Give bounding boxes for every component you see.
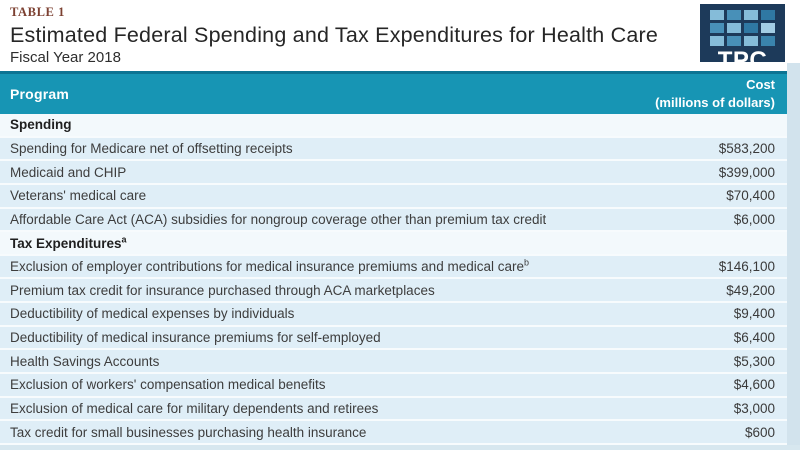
cost-value: $6,400 xyxy=(733,330,775,346)
page-subtitle: Fiscal Year 2018 xyxy=(10,49,121,66)
table-row: Exclusion of medical care for military d… xyxy=(0,397,787,422)
footnote-marker: b xyxy=(523,259,529,268)
page-edge-right xyxy=(787,63,800,450)
table-row: Exclusion of workers' compensation medic… xyxy=(0,374,787,398)
column-header-cost: Cost (millions of dollars) xyxy=(655,76,787,112)
cost-value: $3,000 xyxy=(733,401,775,416)
table-row: Deductibility of medical insurance premi… xyxy=(0,326,787,351)
program-label: Tax credit for small businesses purchasi… xyxy=(10,424,367,440)
table-body: Spending Spending for Medicare net of off… xyxy=(0,114,787,445)
column-header-cost-line2: (millions of dollars) xyxy=(655,95,775,110)
logo-grid-icon xyxy=(710,10,775,46)
logo-grid-square xyxy=(710,23,724,33)
logo-grid-square xyxy=(710,36,724,46)
section-header-row: Spending xyxy=(0,114,787,138)
page-edge-bottom xyxy=(0,445,800,450)
cost-value: $583,200 xyxy=(718,140,775,156)
logo-grid-square xyxy=(710,10,724,20)
table-row: Spending for Medicare net of offsetting … xyxy=(0,137,787,162)
logo-grid-square xyxy=(744,23,758,33)
program-label: Veterans' medical care xyxy=(10,188,147,204)
tpc-logo: TPC xyxy=(700,4,785,73)
cost-value: $9,400 xyxy=(733,306,775,322)
title-block: TABLE 1 Estimated Federal Spending and T… xyxy=(10,5,690,66)
cost-value: $70,400 xyxy=(726,188,775,204)
logo-grid-square xyxy=(744,10,758,20)
program-label: Exclusion of workers' compensation medic… xyxy=(10,377,326,393)
table-row: Exclusion of employer contributions for … xyxy=(0,255,787,280)
cost-value: $49,200 xyxy=(726,282,775,298)
cost-value: $146,100 xyxy=(718,259,775,275)
logo-grid-square xyxy=(761,36,775,46)
program-label: Health Savings Accounts xyxy=(10,353,160,369)
logo-grid-square xyxy=(761,23,775,33)
program-label: Spending for Medicare net of offsetting … xyxy=(10,140,293,156)
cost-value: $5,300 xyxy=(733,353,775,369)
logo-grid-square xyxy=(744,36,758,46)
table-header-row: Program Cost (millions of dollars) xyxy=(0,71,787,114)
table-row: Health Savings Accounts $5,300 xyxy=(0,350,787,375)
logo-grid-square xyxy=(727,36,741,46)
cost-value: $4,600 xyxy=(733,377,775,393)
program-label: Deductibility of medical expenses by ind… xyxy=(10,306,295,322)
program-label: Affordable Care Act (ACA) subsidies for … xyxy=(10,211,547,227)
logo-grid-square xyxy=(727,10,741,20)
column-header-program: Program xyxy=(10,86,69,102)
section-header-row: Tax Expendituresa xyxy=(0,232,787,256)
table-row: Tax credit for small businesses purchasi… xyxy=(0,421,787,445)
table-row: Affordable Care Act (ACA) subsidies for … xyxy=(0,208,787,233)
program-label: Exclusion of employer contributions for … xyxy=(10,259,529,275)
program-label: Medicaid and CHIP xyxy=(10,164,127,180)
logo-grid-square xyxy=(761,10,775,20)
column-header-cost-line1: Cost xyxy=(746,77,775,92)
program-label: Spending xyxy=(10,117,72,133)
cost-value: $399,000 xyxy=(718,164,775,180)
table-row: Medicaid and CHIP $399,000 xyxy=(0,161,787,185)
cost-value: $6,000 xyxy=(733,211,775,227)
table-label: TABLE 1 xyxy=(10,5,66,19)
program-label: Premium tax credit for insurance purchas… xyxy=(10,282,435,298)
page-title: Estimated Federal Spending and Tax Expen… xyxy=(10,23,659,47)
program-label: Deductibility of medical insurance premi… xyxy=(10,330,381,346)
table-row: Premium tax credit for insurance purchas… xyxy=(0,279,787,304)
logo-text: TPC xyxy=(717,47,768,74)
cost-value: $600 xyxy=(744,424,775,440)
program-label: Exclusion of medical care for military d… xyxy=(10,401,379,416)
health-care-spending-table: Program Cost (millions of dollars) Spend… xyxy=(0,71,787,445)
table-row: Veterans' medical care $70,400 xyxy=(0,184,787,209)
logo-grid-square xyxy=(727,23,741,33)
program-label: Tax Expendituresa xyxy=(10,235,127,251)
table-row: Deductibility of medical expenses by ind… xyxy=(0,303,787,327)
footnote-marker: a xyxy=(121,235,127,245)
